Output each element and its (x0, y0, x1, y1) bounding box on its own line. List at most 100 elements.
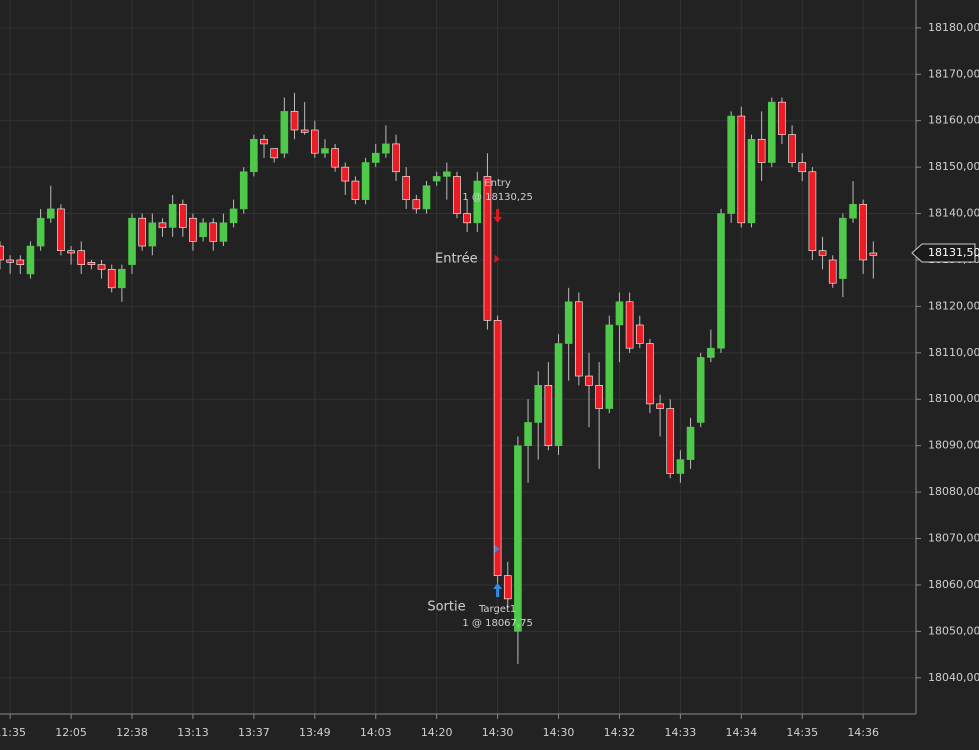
candle-body (839, 217, 847, 279)
y-tick-label: 18100,00 (928, 392, 979, 405)
candle-body (544, 385, 553, 446)
execution-detail: 1 @ 18067,75 (462, 618, 532, 629)
y-tick-label: 18160,00 (928, 114, 979, 127)
x-tick-label: 12:05 (55, 726, 87, 739)
last-price-tag (911, 243, 976, 263)
candle-body (199, 222, 207, 238)
y-tick-label: 18110,00 (928, 346, 979, 359)
arrow (493, 208, 503, 223)
candle-body (158, 222, 167, 228)
candle-body (107, 268, 116, 289)
x-tick-label: 13:37 (238, 726, 270, 739)
candle-body (168, 203, 177, 228)
candle-body (524, 422, 532, 446)
x-tick-label: 14:32 (604, 726, 636, 739)
candle-body (727, 115, 735, 214)
candle-body (46, 208, 55, 219)
execution-marker (494, 544, 500, 553)
candle-body (412, 199, 421, 210)
candle-body (686, 426, 695, 460)
candle-body (828, 259, 837, 284)
y-tick-label: 18140,00 (928, 207, 979, 220)
y-tick-label: 18070,00 (928, 532, 979, 545)
candle-body (148, 222, 157, 247)
candle-body (250, 138, 258, 173)
candle-body (239, 171, 248, 210)
candle-body (392, 143, 400, 173)
candle-body (717, 213, 725, 349)
candle-body (229, 208, 238, 224)
x-tick-label: 14:35 (786, 726, 818, 739)
candle-body (696, 357, 705, 423)
y-tick-label: 18060,00 (928, 578, 979, 591)
x-tick-label: 14:30 (482, 726, 514, 739)
candle-body (585, 375, 593, 386)
candle-body (118, 268, 126, 289)
candle-body (422, 185, 431, 210)
candle-body (503, 575, 512, 600)
x-tick-label: 13:13 (177, 726, 209, 739)
candle-body (534, 385, 543, 423)
candle-body (747, 138, 756, 224)
candle-body (402, 176, 411, 200)
x-tick-label: 11:35 (0, 726, 26, 739)
candle-body (605, 324, 614, 409)
execution-name: Sortie (427, 599, 465, 614)
candle-body (16, 259, 25, 265)
candle-body (757, 138, 766, 163)
candle-body (432, 176, 441, 182)
execution-marker (494, 254, 500, 263)
x-tick-label: 14:36 (847, 726, 879, 739)
candle-body (869, 252, 878, 256)
y-tick-label: 18150,00 (928, 160, 979, 173)
y-tick-label: 18050,00 (928, 624, 979, 637)
candle-body (97, 264, 106, 270)
candle-body (443, 171, 451, 177)
y-tick-label: 18090,00 (928, 439, 979, 452)
y-tick-label: 18080,00 (928, 485, 979, 498)
candle-body (87, 261, 96, 265)
last-price-label: 18131,50 (928, 246, 979, 259)
x-tick-label: 14:33 (665, 726, 697, 739)
candle-body (615, 301, 624, 326)
x-tick-label: 13:49 (299, 726, 331, 739)
x-tick-label: 14:20 (421, 726, 453, 739)
candle-body (463, 213, 471, 224)
x-tick-label: 12:38 (116, 726, 148, 739)
candle-body (646, 343, 654, 405)
y-tick-label: 18180,00 (928, 21, 979, 34)
candle-body (676, 459, 685, 474)
candle-body (128, 217, 136, 265)
execution-name: Entrée (435, 251, 478, 266)
candle-body (625, 301, 634, 349)
execution-tag: Target1 (478, 604, 516, 615)
candle-body (453, 176, 461, 214)
arrow (493, 582, 503, 597)
candle-body (270, 148, 278, 159)
candle-body (6, 259, 14, 263)
candle-body (341, 166, 350, 182)
candle-body (371, 152, 380, 163)
candle-body (300, 129, 309, 133)
candle-body (778, 101, 786, 135)
candle-body (564, 301, 573, 344)
candle-body (321, 148, 329, 154)
candle-body (260, 138, 268, 145)
candle-body (666, 408, 675, 474)
y-tick-label: 18170,00 (928, 67, 979, 80)
candle-body (849, 203, 857, 219)
candle-body (859, 203, 867, 261)
candle-body (189, 217, 197, 242)
y-tick-label: 18120,00 (928, 299, 979, 312)
candle-body (290, 111, 299, 131)
candle-body (351, 180, 360, 200)
candle-body (798, 162, 807, 173)
candle-body (77, 250, 86, 265)
candle-body (311, 129, 319, 154)
candle-body (707, 347, 715, 358)
candle-body (280, 111, 289, 154)
x-tick-label: 14:03 (360, 726, 392, 739)
